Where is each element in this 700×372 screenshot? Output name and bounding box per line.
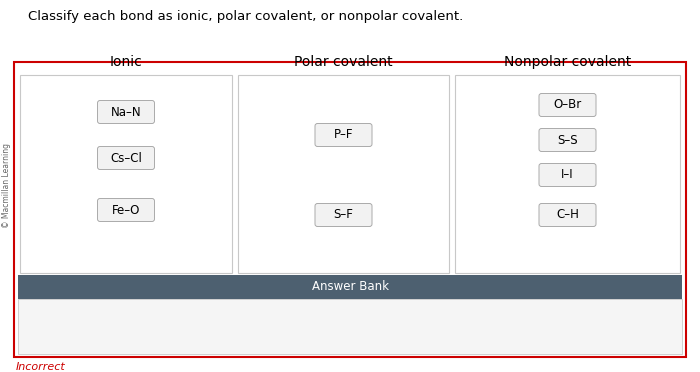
Text: C–H: C–H bbox=[556, 208, 579, 221]
FancyBboxPatch shape bbox=[315, 203, 372, 227]
Text: Polar covalent: Polar covalent bbox=[294, 55, 393, 69]
Text: Answer Bank: Answer Bank bbox=[312, 280, 388, 294]
Text: Na–N: Na–N bbox=[111, 106, 141, 119]
Text: S–S: S–S bbox=[557, 134, 578, 147]
FancyBboxPatch shape bbox=[315, 124, 372, 147]
Text: Cs–Cl: Cs–Cl bbox=[110, 151, 142, 164]
Bar bbox=[455, 75, 680, 273]
FancyBboxPatch shape bbox=[539, 128, 596, 151]
FancyBboxPatch shape bbox=[539, 164, 596, 186]
FancyBboxPatch shape bbox=[539, 93, 596, 116]
Bar bbox=[14, 62, 686, 357]
FancyBboxPatch shape bbox=[97, 199, 155, 221]
FancyBboxPatch shape bbox=[97, 100, 155, 124]
Text: O–Br: O–Br bbox=[554, 99, 582, 112]
Bar bbox=[238, 75, 449, 273]
Text: © Macmillan Learning: © Macmillan Learning bbox=[3, 142, 11, 228]
Text: Nonpolar covalent: Nonpolar covalent bbox=[504, 55, 631, 69]
Bar bbox=[20, 75, 232, 273]
Text: Incorrect: Incorrect bbox=[16, 362, 66, 372]
Text: Ionic: Ionic bbox=[110, 55, 142, 69]
Text: P–F: P–F bbox=[334, 128, 354, 141]
Text: S–F: S–F bbox=[334, 208, 354, 221]
Text: Classify each bond as ionic, polar covalent, or nonpolar covalent.: Classify each bond as ionic, polar coval… bbox=[28, 10, 463, 23]
Bar bbox=[18, 275, 682, 299]
Bar bbox=[18, 299, 682, 354]
FancyBboxPatch shape bbox=[97, 147, 155, 170]
FancyBboxPatch shape bbox=[539, 203, 596, 227]
Text: I–I: I–I bbox=[561, 169, 574, 182]
Text: Fe–O: Fe–O bbox=[112, 203, 140, 217]
